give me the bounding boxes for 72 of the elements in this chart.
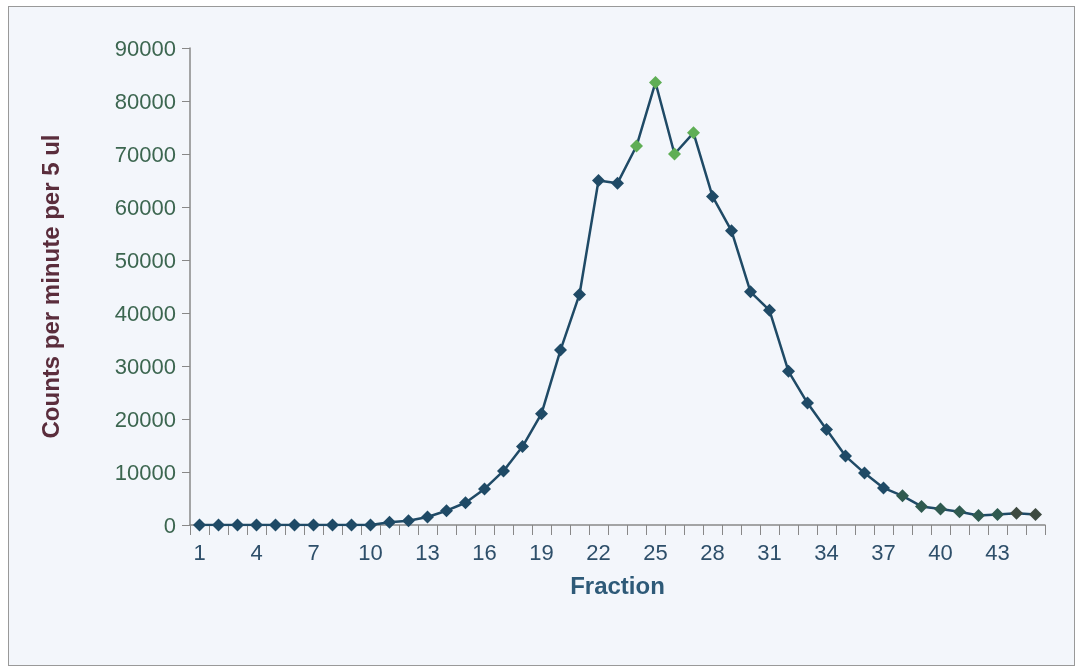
x-tick-label: 28 (700, 539, 725, 565)
point (649, 75, 662, 89)
point (383, 515, 396, 529)
point (516, 440, 529, 454)
x-tick-label: 4 (250, 539, 263, 565)
point (364, 518, 377, 532)
x-tick-label: 37 (871, 539, 896, 565)
point (725, 224, 738, 238)
x-tick-label: 7 (307, 539, 320, 565)
point (307, 518, 320, 532)
point (497, 464, 510, 478)
x-tick-label: 43 (985, 539, 1010, 565)
point (193, 518, 206, 532)
y-tick-label: 40000 (114, 300, 176, 326)
x-tick-label: 1 (193, 539, 206, 565)
point (972, 508, 985, 522)
point (763, 303, 776, 317)
point (706, 189, 719, 203)
point (288, 518, 301, 532)
point (478, 482, 491, 496)
x-tick-label: 31 (757, 539, 782, 565)
x-axis-title: Fraction (570, 571, 665, 599)
point (250, 518, 263, 532)
point (953, 505, 966, 519)
point (231, 518, 244, 532)
point (326, 518, 339, 532)
y-axis-title: Counts per minute per 5 ul (36, 134, 64, 439)
x-tick-label: 16 (472, 539, 497, 565)
point (212, 518, 225, 532)
point (877, 481, 890, 495)
point (630, 139, 643, 153)
x-tick-label: 10 (358, 539, 383, 565)
point (915, 499, 928, 513)
point (269, 518, 282, 532)
point (820, 423, 833, 437)
point (611, 176, 624, 190)
y-tick-label: 70000 (114, 141, 176, 167)
y-tick-label: 60000 (114, 194, 176, 220)
y-tick-label: 80000 (114, 88, 176, 114)
point (991, 507, 1004, 521)
point (1029, 507, 1042, 521)
y-tick-label: 10000 (114, 459, 176, 485)
point (402, 514, 415, 528)
point (668, 147, 681, 161)
x-tick-label: 13 (415, 539, 440, 565)
point (440, 504, 453, 518)
point (801, 396, 814, 410)
y-tick-label: 30000 (114, 353, 176, 379)
x-tick-label: 22 (586, 539, 611, 565)
point (573, 287, 586, 301)
y-tick-label: 20000 (114, 406, 176, 432)
y-tick-label: 90000 (114, 35, 176, 61)
point (421, 510, 434, 524)
point (858, 466, 871, 480)
point (592, 174, 605, 187)
y-tick-label: 50000 (114, 247, 176, 273)
x-tick-label: 40 (928, 539, 953, 565)
point (535, 407, 548, 421)
point (934, 502, 947, 516)
point (554, 343, 567, 357)
x-tick-label: 25 (643, 539, 668, 565)
point (687, 126, 700, 140)
x-tick-label: 34 (814, 539, 839, 565)
point (896, 489, 909, 503)
point (345, 518, 358, 532)
point (744, 285, 757, 299)
point (782, 364, 795, 378)
point (839, 449, 852, 463)
point (1010, 506, 1023, 520)
point (459, 496, 472, 510)
y-tick-label: 0 (163, 512, 176, 538)
x-tick-label: 19 (529, 539, 554, 565)
